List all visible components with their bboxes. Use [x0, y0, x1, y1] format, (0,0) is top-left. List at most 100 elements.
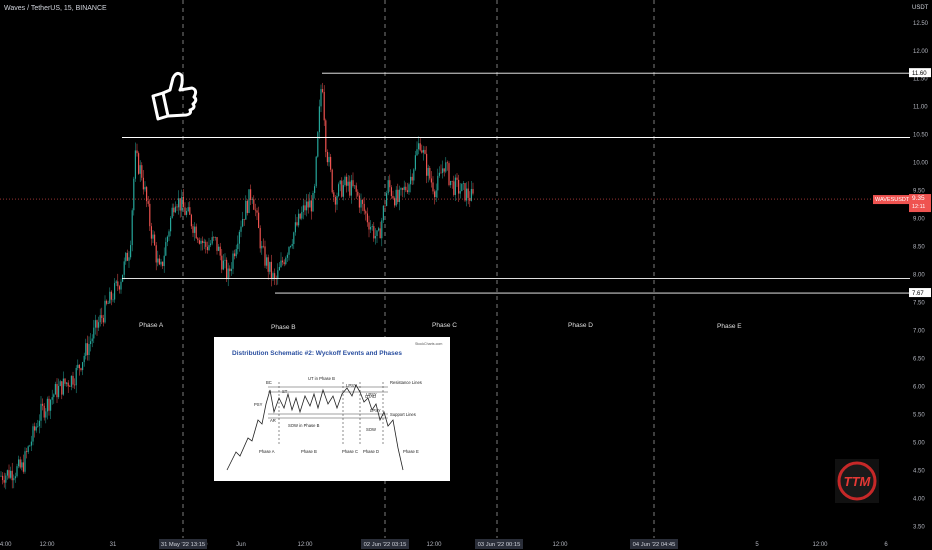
- candle-body: [405, 186, 407, 191]
- candle-body: [414, 155, 416, 170]
- candle-body: [416, 149, 418, 156]
- price-tick-label: 11.50: [913, 77, 928, 83]
- event-label: ST: [282, 389, 288, 394]
- time-axis[interactable]: 04:0012:003112:00Jun12:0012:0012:00512:0…: [0, 539, 888, 549]
- candle-body: [211, 237, 213, 244]
- time-highlight-bg: [159, 539, 207, 549]
- candle-body: [318, 106, 320, 133]
- phase-label: Phase A: [259, 449, 275, 454]
- time-highlight-bg: [361, 539, 409, 549]
- phase-label: Phase C: [342, 449, 358, 454]
- candle-body: [288, 246, 290, 255]
- price-tick-label: 4.00: [913, 496, 925, 502]
- candle-body: [272, 273, 274, 279]
- candle-body: [400, 188, 402, 190]
- candle-body: [190, 214, 192, 227]
- candle-body: [424, 149, 426, 154]
- candle-body: [22, 462, 24, 472]
- candle-body: [450, 180, 452, 186]
- candle-body: [205, 241, 207, 247]
- candle-body: [458, 179, 460, 194]
- candle-body: [18, 459, 20, 467]
- price-tick-label: 3.50: [913, 524, 925, 530]
- phase-label: Phase A: [139, 322, 164, 329]
- candle-body: [69, 386, 71, 387]
- candle-body: [466, 188, 468, 201]
- candle-body: [10, 470, 12, 478]
- candle-body: [54, 384, 56, 395]
- candle-body: [246, 200, 248, 213]
- time-tick-label: 5: [755, 542, 759, 548]
- candle-body: [149, 203, 151, 227]
- candle-body: [269, 261, 271, 272]
- candle-body: [304, 205, 306, 211]
- candle-body: [278, 267, 280, 271]
- candle-body: [27, 446, 29, 453]
- candle-body: [91, 338, 93, 342]
- event-label: LPSY: [366, 392, 377, 397]
- candle-body: [58, 385, 60, 398]
- candle-body: [214, 237, 216, 238]
- candle-body: [133, 178, 135, 211]
- candle-body: [267, 257, 269, 272]
- time-tick-label: Jun: [236, 542, 246, 548]
- candle-body: [451, 180, 453, 182]
- candle-body: [98, 322, 100, 328]
- phase-label: Phase D: [363, 449, 379, 454]
- candle-body: [66, 382, 68, 384]
- candle-body: [154, 234, 156, 246]
- candle-body: [326, 151, 328, 163]
- candle-body: [282, 260, 284, 263]
- candle-body: [426, 153, 428, 176]
- candle-body: [347, 181, 349, 186]
- chart-title: Waves / TetherUS, 15, BINANCE: [4, 5, 107, 12]
- candle-body: [26, 451, 28, 453]
- candle-body: [160, 261, 162, 265]
- candle-body: [342, 185, 344, 197]
- candle-body: [126, 252, 128, 261]
- candle-body: [418, 143, 420, 150]
- candle-body: [208, 245, 210, 251]
- candle-body: [338, 184, 340, 197]
- price-tick-label: 12.00: [913, 49, 929, 55]
- time-tick-label: 12:00: [812, 542, 828, 548]
- candle-body: [421, 150, 423, 153]
- candle-body: [210, 243, 212, 246]
- event-label: UT in Phase B: [308, 376, 335, 381]
- level-tag: 7.67: [912, 291, 924, 297]
- candle-body: [250, 189, 252, 200]
- candle-body: [43, 405, 45, 418]
- time-highlight-bg: [475, 539, 523, 549]
- candle-body: [453, 181, 455, 195]
- event-label: SOW in Phase B: [288, 423, 320, 428]
- candle-body: [470, 189, 472, 201]
- candle-body: [270, 261, 272, 279]
- candle-body: [294, 222, 296, 233]
- candle-body: [410, 176, 412, 185]
- candle-body: [312, 193, 314, 212]
- candle-body: [64, 378, 66, 384]
- candle-body: [322, 89, 324, 92]
- logo-text: TTM: [844, 474, 872, 489]
- candle-body: [331, 169, 333, 193]
- candle-body: [50, 399, 52, 411]
- candle-body: [434, 191, 436, 198]
- candle-body: [309, 200, 311, 208]
- candle-body: [413, 169, 415, 181]
- candle-body: [93, 327, 95, 339]
- price-axis[interactable]: 12.50 12.00 11.50 11.00 10.50 10.00 9.50 9.00 8.…: [913, 21, 929, 531]
- candle-body: [339, 180, 341, 185]
- candle-body: [467, 188, 469, 198]
- candle-body: [264, 246, 266, 266]
- candle-body: [438, 172, 440, 176]
- symbol-tag-bg: [873, 195, 910, 205]
- candle-body: [200, 240, 202, 244]
- ttm-logo: TTM: [835, 459, 879, 503]
- time-highlight-label: 04 Jun '22 04:45: [633, 542, 676, 548]
- price-tick-label: 6.00: [913, 385, 925, 391]
- candle-body: [242, 218, 244, 227]
- candle-body: [219, 246, 221, 256]
- candle-body: [472, 189, 474, 194]
- candle-body: [245, 200, 247, 220]
